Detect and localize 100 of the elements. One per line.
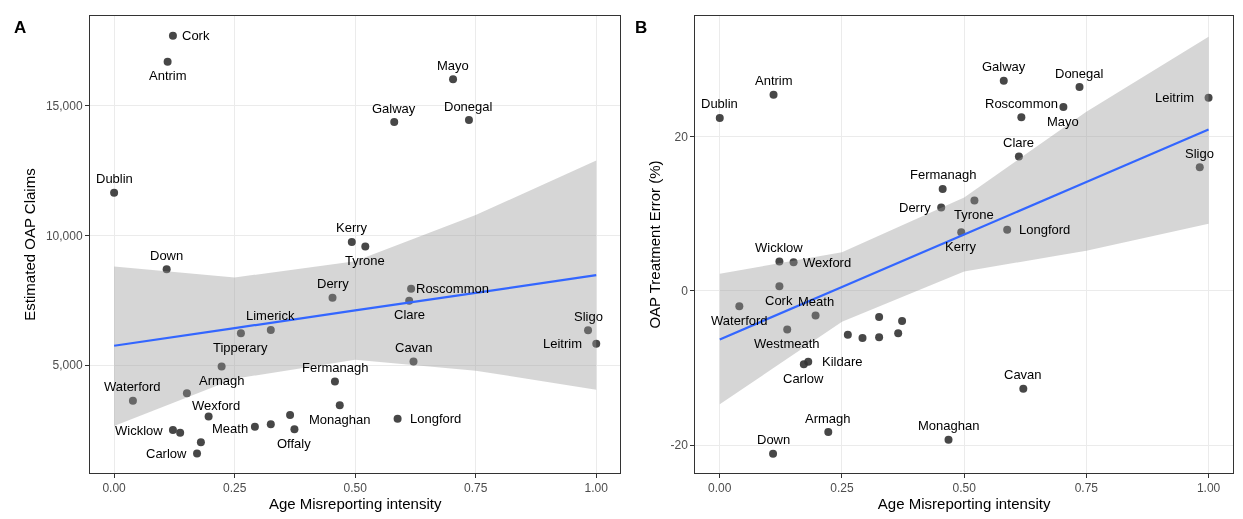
point xyxy=(266,420,275,429)
annotation: Roscommon xyxy=(985,96,1058,111)
point xyxy=(715,113,724,122)
annotation: Monaghan xyxy=(309,412,371,427)
chart-title: B xyxy=(635,18,648,37)
annotation: Cavan xyxy=(395,340,433,355)
point xyxy=(824,428,833,437)
annotation: Wicklow xyxy=(755,240,804,255)
x-tick-label: 0.25 xyxy=(830,481,854,496)
annotation: Sligo xyxy=(1185,146,1214,161)
point xyxy=(1195,163,1204,172)
point xyxy=(804,357,813,366)
point xyxy=(266,325,275,334)
x-tick-label: 0.75 xyxy=(1074,481,1099,496)
point xyxy=(875,333,884,342)
point xyxy=(162,265,171,274)
annotation: Westmeath xyxy=(754,336,820,351)
y-tick-label: 10,000 xyxy=(45,228,83,243)
point xyxy=(811,311,820,320)
x-tick-label: 1.00 xyxy=(584,481,609,496)
x-axis-title: Age Misreporting intensity xyxy=(877,495,1051,513)
y-tick-label: 15,000 xyxy=(45,98,83,113)
point xyxy=(168,426,177,435)
annotation: Monaghan xyxy=(918,418,980,433)
x-axis-title: Age Misreporting intensity xyxy=(268,495,442,513)
point xyxy=(735,302,744,311)
annotation: Dublin xyxy=(96,171,133,186)
annotation: Carlow xyxy=(783,371,825,386)
point xyxy=(789,258,798,267)
annotation: Derry xyxy=(317,276,350,291)
point xyxy=(390,118,399,127)
point xyxy=(217,362,226,371)
point xyxy=(1075,83,1084,92)
y-tick-label: 20 xyxy=(674,129,689,144)
annotation: Armagh xyxy=(199,373,245,388)
point xyxy=(128,396,137,405)
annotation: Galway xyxy=(982,59,1026,74)
point xyxy=(236,329,245,338)
annotation: Cork xyxy=(765,293,793,308)
x-tick-label: 0.75 xyxy=(464,481,488,496)
point xyxy=(775,282,784,291)
point xyxy=(393,414,402,423)
annotation: Kildare xyxy=(822,354,863,369)
point xyxy=(1059,103,1068,112)
point xyxy=(361,242,370,251)
point xyxy=(449,75,458,84)
y-tick-label: -20 xyxy=(670,438,689,453)
annotation: Donegal xyxy=(1055,66,1104,81)
annotation: Tyrone xyxy=(345,253,385,268)
point xyxy=(1003,225,1012,234)
annotation: Tyrone xyxy=(954,207,994,222)
point xyxy=(182,389,191,398)
point xyxy=(204,412,213,421)
annotation: Meath xyxy=(212,421,249,436)
point xyxy=(176,428,185,437)
point xyxy=(1014,152,1023,161)
annotation: Cork xyxy=(182,28,210,43)
annotation: Sligo xyxy=(574,309,603,324)
point xyxy=(407,284,416,293)
annotation: Derry xyxy=(899,200,932,215)
annotation: Down xyxy=(150,248,184,263)
point xyxy=(999,76,1008,85)
point xyxy=(328,293,337,302)
annotation: Offaly xyxy=(277,436,312,451)
point xyxy=(584,326,593,335)
annotation: Antrim xyxy=(149,68,187,83)
point xyxy=(894,329,903,338)
annotation: Mayo xyxy=(1047,114,1079,129)
annotation: Kerry xyxy=(336,220,368,235)
annotation: Wexford xyxy=(803,255,852,270)
y-tick-label: 0 xyxy=(681,284,689,299)
annotation: Dublin xyxy=(701,96,738,111)
x-tick-label: 0.50 xyxy=(952,481,977,496)
point xyxy=(193,449,202,458)
point xyxy=(347,237,356,246)
annotation: Armagh xyxy=(805,411,851,426)
point xyxy=(163,57,172,66)
point xyxy=(783,325,792,334)
point xyxy=(843,330,852,339)
point xyxy=(250,422,259,431)
annotation: Longford xyxy=(410,411,462,426)
point xyxy=(769,90,778,99)
x-tick-label: 0.00 xyxy=(708,481,732,496)
annotation: Antrim xyxy=(755,73,793,88)
annotation: Wicklow xyxy=(115,423,164,438)
point xyxy=(937,203,946,212)
point xyxy=(875,313,884,322)
annotation: Donegal xyxy=(444,99,493,114)
point xyxy=(970,196,979,205)
point xyxy=(775,257,784,266)
x-tick-label: 0.25 xyxy=(222,481,247,496)
y-axis-title: Estimated OAP Claims xyxy=(21,168,39,321)
annotation: Limerick xyxy=(246,308,295,323)
point xyxy=(330,377,339,386)
annotation: Roscommon xyxy=(416,281,489,296)
y-axis-title: OAP Treatment Error (%) xyxy=(645,160,663,329)
annotation: Fermanagh xyxy=(910,167,977,182)
annotation: Leitrim xyxy=(1155,90,1195,105)
annotation: Fermanagh xyxy=(302,360,369,375)
chart-title: A xyxy=(14,18,27,37)
